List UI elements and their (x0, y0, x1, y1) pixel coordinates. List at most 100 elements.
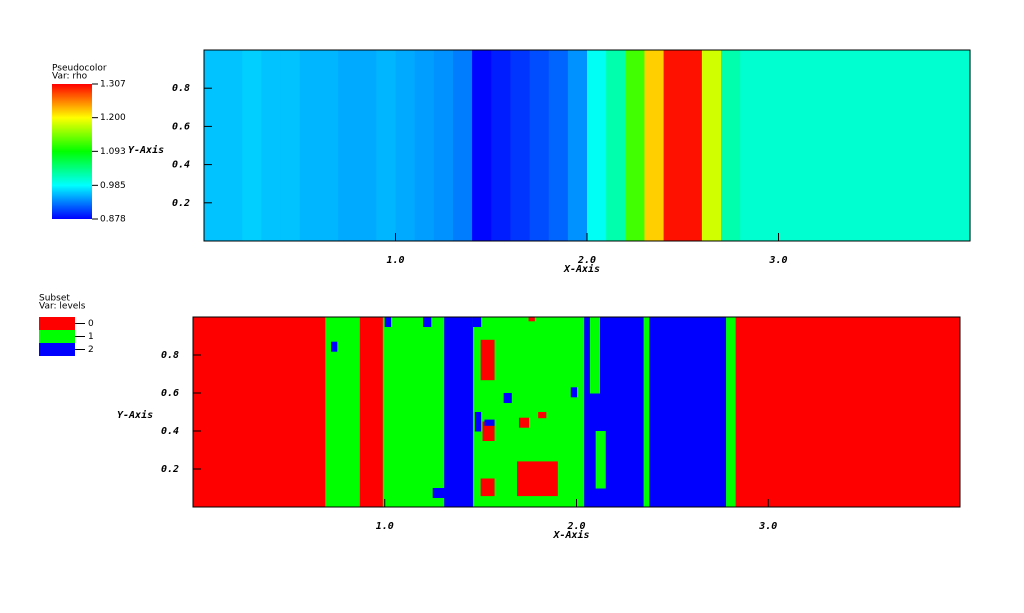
cell (606, 50, 626, 241)
subset-cell (472, 317, 482, 327)
cell (433, 50, 454, 241)
subset-cell (517, 461, 558, 497)
y-tick-label: 0.2 (161, 464, 179, 475)
cell (587, 50, 607, 241)
cell (204, 50, 224, 241)
legend-label: 0 (88, 319, 94, 329)
subset-cell (384, 317, 392, 327)
y-axis-label: Y-Axis (128, 144, 164, 156)
cell (280, 50, 301, 241)
cell (816, 50, 837, 241)
subset-cell (480, 339, 495, 381)
cell (223, 50, 243, 241)
legend-swatch (39, 330, 75, 343)
cell (855, 50, 875, 241)
y-tick-label: 0.8 (172, 83, 190, 94)
cell (625, 50, 646, 241)
legend-tick-label: 0.985 (100, 181, 126, 191)
legend-label: 1 (88, 332, 94, 342)
cell (395, 50, 416, 241)
subset-cell (589, 317, 601, 394)
cell (414, 50, 435, 241)
y-tick-label: 0.6 (172, 121, 190, 132)
subset-cell (595, 431, 606, 489)
cell (318, 50, 339, 241)
legend-tick-label: 1.200 (100, 113, 126, 123)
subset-cell (643, 317, 650, 508)
subset-cell (193, 317, 326, 508)
subset-cell (538, 412, 547, 419)
cell (548, 50, 569, 241)
cell (835, 50, 856, 241)
subset-cell (482, 421, 495, 441)
cell (682, 50, 703, 241)
subset-cell (325, 317, 361, 508)
cell (261, 50, 282, 241)
cell (931, 50, 952, 241)
legend-tick-label: 1.307 (100, 80, 126, 90)
subset-cell (444, 317, 474, 508)
cell (759, 50, 780, 241)
legend-var: Var: rho (52, 72, 88, 82)
x-axis-label: X-Axis (563, 263, 600, 275)
y-tick-label: 0.4 (161, 426, 179, 437)
cell (376, 50, 397, 241)
subset-cell (382, 317, 445, 508)
cell (452, 50, 473, 241)
subset-cell (528, 317, 535, 322)
legend-swatch (39, 343, 75, 356)
cell (644, 50, 665, 241)
subset-cell (484, 419, 495, 426)
x-tick-label: 2.0 (566, 521, 585, 532)
subset-cell (480, 478, 495, 497)
subset-cell (432, 488, 445, 498)
subset-cell (735, 317, 961, 508)
cell (721, 50, 741, 241)
subset-cell (331, 341, 338, 352)
subset-cell (518, 417, 530, 428)
legend-title: Pseudocolor (52, 64, 107, 74)
y-axis-label: Y-Axis (117, 409, 153, 421)
cell (893, 50, 914, 241)
cell (778, 50, 799, 241)
y-tick-label: 0.4 (172, 160, 190, 171)
cell (912, 50, 933, 241)
y-tick-label: 0.2 (172, 198, 190, 209)
cell (491, 50, 511, 241)
subset-cell (570, 387, 577, 398)
cell (357, 50, 377, 241)
cell (740, 50, 760, 241)
legend-tick-label: 1.093 (100, 147, 126, 157)
legend-swatch (39, 317, 75, 330)
cell (874, 50, 894, 241)
cell (797, 50, 818, 241)
cell (701, 50, 722, 241)
x-tick-label: 1.0 (386, 255, 404, 266)
cell (567, 50, 588, 241)
subset-cell (369, 434, 386, 447)
cell (663, 50, 684, 241)
subset-cell (359, 317, 384, 508)
subset-cell (503, 393, 512, 403)
legend-label: 2 (88, 345, 94, 355)
legend-tick-label: 0.878 (100, 215, 126, 225)
cell (472, 50, 492, 241)
subset-cell (423, 317, 432, 327)
x-tick-label: 1.0 (376, 521, 394, 532)
y-tick-label: 0.6 (161, 388, 179, 399)
legend-var: Var: levels (39, 302, 86, 312)
cell (529, 50, 550, 241)
subset-cell (649, 317, 727, 508)
cell (950, 50, 971, 241)
x-axis-label: X-Axis (552, 529, 589, 541)
y-tick-label: 0.8 (161, 350, 179, 361)
cell (299, 50, 320, 241)
x-tick-label: 2.0 (577, 255, 596, 266)
subset-cell (609, 317, 645, 508)
x-tick-label: 3.0 (768, 255, 787, 266)
subset-cell (474, 412, 482, 432)
cell (510, 50, 531, 241)
subset-cell (726, 317, 737, 508)
cell (338, 50, 358, 241)
